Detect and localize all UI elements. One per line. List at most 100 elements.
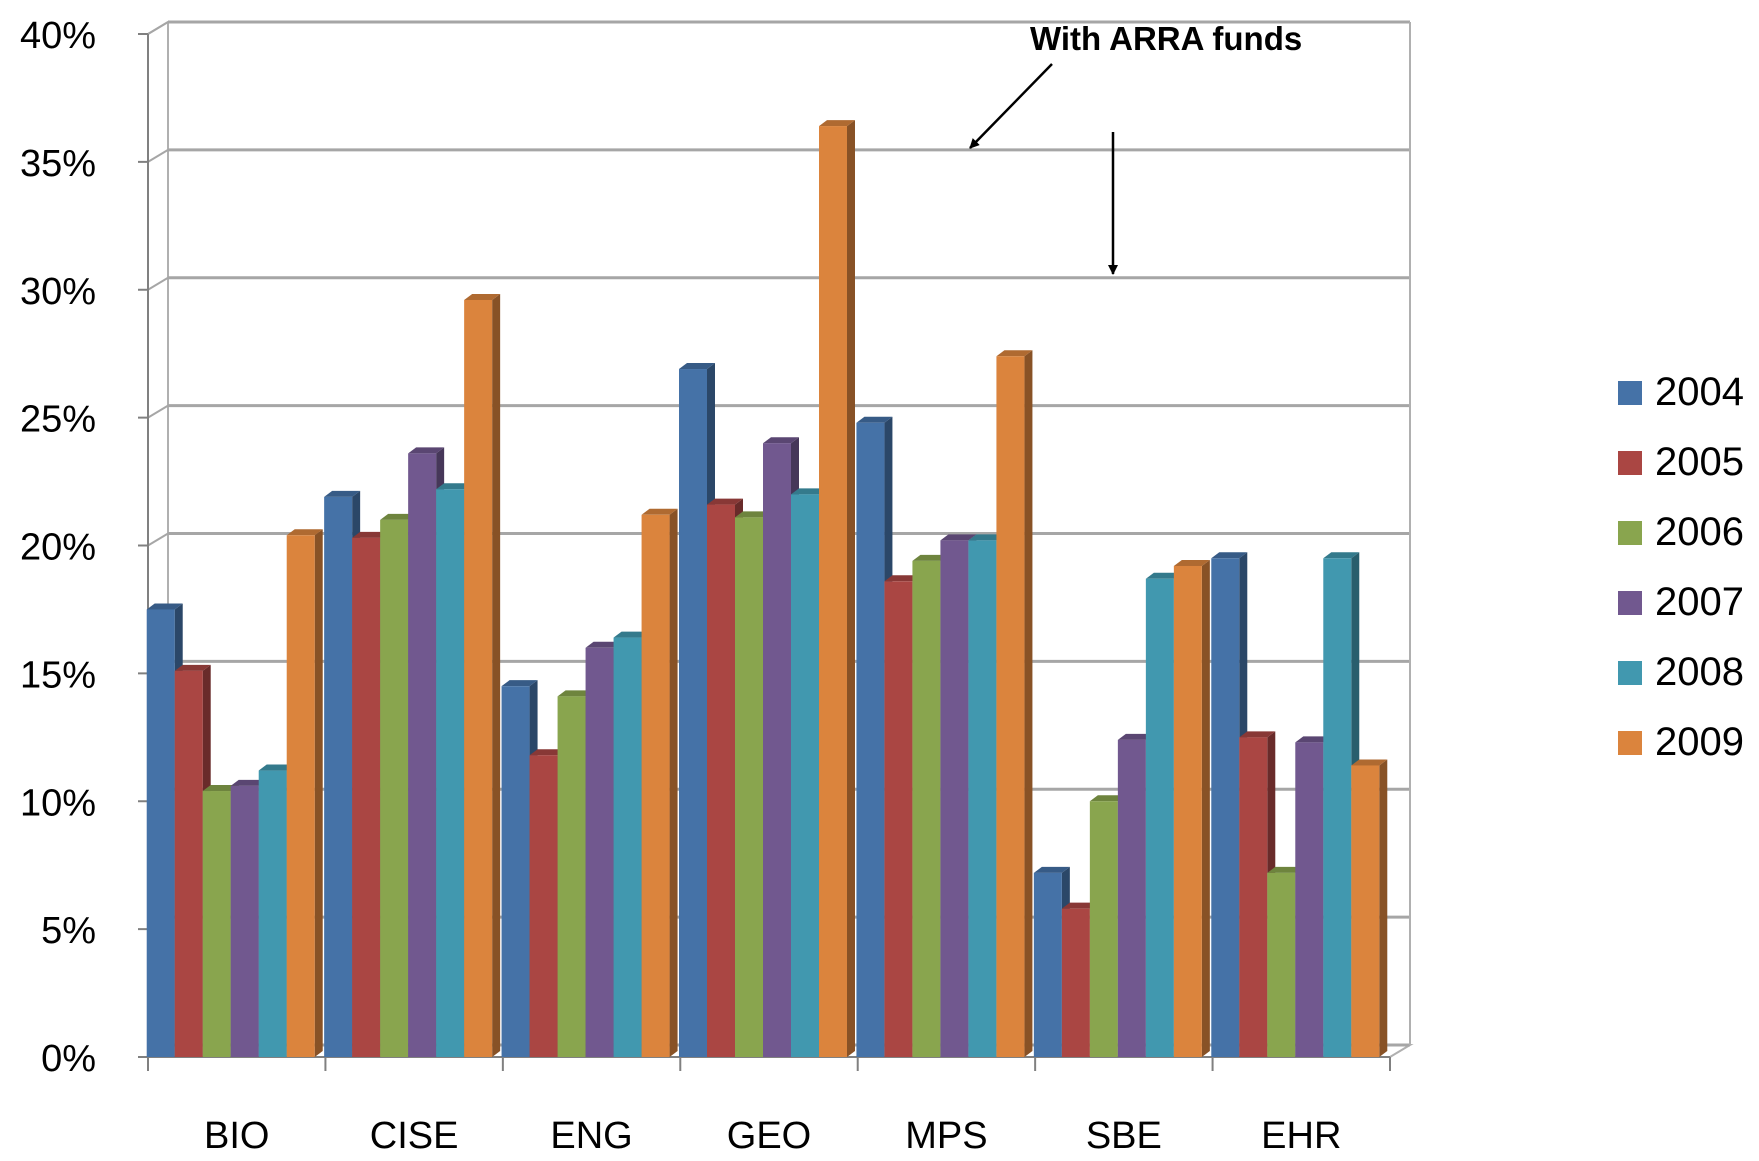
bar-front <box>1351 765 1380 1057</box>
bar-top <box>1295 736 1332 743</box>
bar-top <box>1061 902 1098 909</box>
bar-front <box>884 581 913 1057</box>
bar-front <box>819 126 847 1057</box>
bar-front <box>1089 801 1118 1057</box>
gridline-wall-segment <box>147 149 169 163</box>
bar-top <box>641 508 678 515</box>
bar-front <box>940 540 969 1057</box>
bar-top <box>707 498 743 505</box>
legend-swatch <box>1618 661 1642 685</box>
bar-front <box>735 517 763 1057</box>
bar-top <box>819 120 855 127</box>
gridline-wall-segment <box>147 404 169 419</box>
bar-top <box>501 680 538 687</box>
bar-front <box>856 422 885 1057</box>
bar-top <box>1211 552 1248 559</box>
bar-front <box>1061 908 1090 1057</box>
bar-top <box>1117 733 1154 740</box>
bar-front <box>641 514 670 1057</box>
bar-front <box>230 785 259 1057</box>
bar-front <box>707 504 735 1058</box>
bar-top <box>324 490 361 497</box>
bar-front <box>912 560 941 1057</box>
bar-front <box>1211 558 1240 1057</box>
gridline-wall-segment <box>147 21 169 35</box>
bar-front <box>1173 565 1202 1057</box>
y-tick-label: 10% <box>20 782 96 824</box>
bar-side <box>1379 759 1388 1057</box>
legend-label: 2005 <box>1655 440 1744 484</box>
legend-swatch <box>1618 731 1642 755</box>
bar-top <box>1351 759 1388 766</box>
bar-front <box>613 637 642 1057</box>
bar-front <box>1267 872 1296 1057</box>
bar-top <box>1089 795 1126 802</box>
y-tick-label: 15% <box>20 654 96 696</box>
bar-front <box>436 489 465 1057</box>
bar-top <box>1033 866 1070 873</box>
bar-top <box>258 764 295 771</box>
legend-label: 2007 <box>1655 580 1744 624</box>
bar-side <box>847 120 855 1057</box>
bar-top <box>791 488 827 495</box>
legend-swatch <box>1618 591 1642 615</box>
bar-front <box>529 755 558 1057</box>
bar-side <box>669 508 678 1057</box>
bar-front <box>1323 558 1352 1057</box>
bar <box>1351 759 1388 1057</box>
annotation-text: With ARRA funds <box>1030 20 1302 57</box>
bar-side <box>492 293 501 1058</box>
bar-front <box>557 696 586 1057</box>
bar-top <box>174 664 211 671</box>
bar-top <box>557 690 594 697</box>
bar-top <box>679 363 715 370</box>
bar-top <box>735 511 771 518</box>
x-tick-label: MPS <box>905 1115 987 1157</box>
gridline-wall-segment <box>147 532 169 547</box>
bar-front <box>174 670 203 1057</box>
y-axis-tick-labels: 0% 5% 10% 15% 20% 25% 30% 35% 40% <box>20 15 96 1080</box>
bar-top <box>380 513 417 520</box>
bar-side <box>1024 350 1033 1057</box>
bar-top <box>408 447 445 454</box>
bar-top <box>436 483 473 490</box>
bar-top <box>1267 866 1304 873</box>
bar-front <box>1145 578 1174 1057</box>
bar <box>613 631 650 1057</box>
bar-top <box>352 531 389 538</box>
bar-front <box>968 540 997 1057</box>
legend-swatch <box>1618 451 1642 475</box>
y-tick-label: 25% <box>20 399 96 441</box>
y-tick-label: 5% <box>41 910 96 952</box>
x-tick-label: ENG <box>550 1115 632 1157</box>
bar-top <box>1239 731 1276 738</box>
bar-top <box>613 631 650 638</box>
bar-front <box>464 299 493 1058</box>
legend-swatch <box>1618 381 1642 405</box>
legend: 2004 2005 2006 2007 2008 2009 <box>1618 370 1744 764</box>
bar <box>641 508 678 1057</box>
y-tick-label: 30% <box>20 271 96 313</box>
bar-front <box>352 537 381 1057</box>
bar-front <box>380 519 409 1057</box>
bar-front <box>679 369 707 1058</box>
bar-top <box>202 785 239 792</box>
bar <box>819 120 855 1057</box>
annotation-arrow <box>969 63 1053 149</box>
x-tick-label: BIO <box>204 1115 269 1157</box>
y-tick-label: 0% <box>41 1038 96 1080</box>
legend-label: 2006 <box>1655 510 1744 554</box>
bar-front <box>791 494 819 1058</box>
y-tick-label: 40% <box>20 15 96 57</box>
x-tick-label: GEO <box>727 1115 811 1157</box>
bar-top <box>1145 572 1182 579</box>
bar-top <box>1173 559 1210 566</box>
legend-swatch <box>1618 521 1642 545</box>
x-axis-tick-labels: BIO CISE ENG GEO MPS SBE EHR <box>204 1115 1341 1157</box>
bar-top <box>464 293 501 300</box>
bar-series-group <box>146 120 1388 1058</box>
gridline-wall-segment <box>147 276 169 291</box>
legend-label: 2004 <box>1655 370 1744 414</box>
bar-top <box>968 534 1005 541</box>
